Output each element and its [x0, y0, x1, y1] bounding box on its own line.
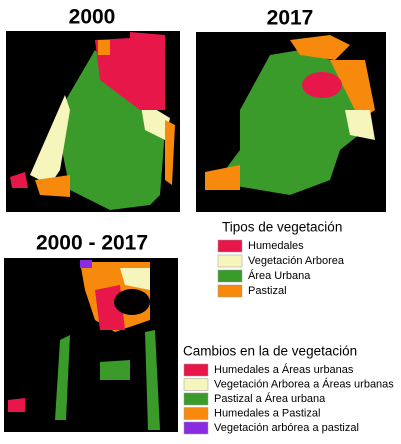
map-region: [302, 72, 342, 98]
map-region: [290, 35, 350, 60]
legend-label: Vegetación arbórea a pastizal: [214, 422, 359, 434]
map-region: [120, 268, 150, 290]
legend-swatch: [183, 407, 209, 420]
map-region: [95, 32, 165, 110]
map-region: [80, 260, 92, 268]
legend-swatch: [217, 254, 243, 268]
legend-swatch: [217, 269, 243, 283]
legend-swatch: [183, 363, 209, 377]
legend-label: Vegetación Arborea a Áreas urbanas: [214, 377, 394, 390]
map-region: [55, 335, 70, 420]
legend-swatch: [183, 392, 209, 406]
legend-swatch: [217, 239, 243, 253]
legend-swatch: [183, 421, 209, 435]
map-region: [10, 172, 28, 188]
map-region: [145, 330, 160, 430]
map-region: [100, 360, 130, 380]
legend-label: Humedales a Pastizal: [214, 407, 320, 419]
legend-swatch: [183, 378, 209, 391]
legend-label: Pastizal a Área urbana: [214, 392, 326, 405]
legend-swatch: [217, 284, 243, 298]
panel-title: 2000: [69, 6, 116, 29]
panel-title: 2000 - 2017: [36, 232, 148, 255]
map-region: [205, 165, 240, 190]
map-region: [98, 40, 110, 55]
map-region: [60, 50, 165, 210]
map-region: [35, 175, 70, 197]
legend-label: Pastizal: [248, 285, 287, 297]
legend-title: Cambios en la de vegetación: [183, 344, 357, 359]
panel-title: 2017: [267, 7, 314, 30]
map-region: [30, 95, 70, 185]
map-region: [165, 120, 175, 185]
map-region: [114, 289, 150, 315]
legend-title: Tipos de vegetación: [222, 220, 342, 235]
map-region: [330, 60, 375, 120]
legend-label: Vegetación Arborea: [248, 255, 345, 267]
legend-label: Área Urbana: [248, 269, 311, 282]
legend-label: Humedales: [248, 240, 304, 252]
map-region: [8, 398, 25, 412]
map-region: [345, 110, 375, 140]
legend-label: Humedales a Áreas urbanas: [214, 363, 354, 376]
